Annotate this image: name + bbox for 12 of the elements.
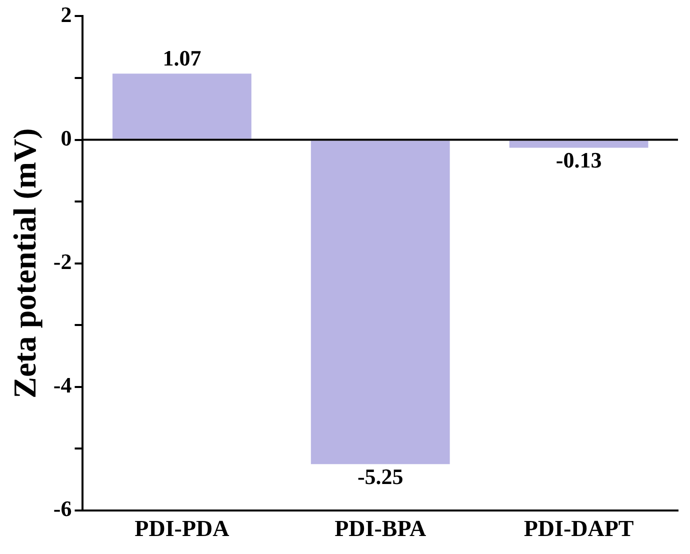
y-tick-label: -2 xyxy=(53,248,72,274)
data-label: 1.07 xyxy=(162,45,202,70)
data-label: -5.25 xyxy=(357,464,404,489)
x-tick-label: PDI-BPA xyxy=(334,516,427,542)
y-tick-label: 0 xyxy=(60,125,72,150)
y-tick-label: -6 xyxy=(53,496,72,522)
x-tick-label: PDI-DAPT xyxy=(524,516,634,542)
data-label: -0.13 xyxy=(556,147,602,172)
x-tick-label: PDI-PDA xyxy=(134,516,230,542)
y-tick-label: -4 xyxy=(53,372,72,398)
y-axis-title: Zeta potential (mV) xyxy=(6,128,42,398)
y-tick-label: 2 xyxy=(60,2,72,27)
